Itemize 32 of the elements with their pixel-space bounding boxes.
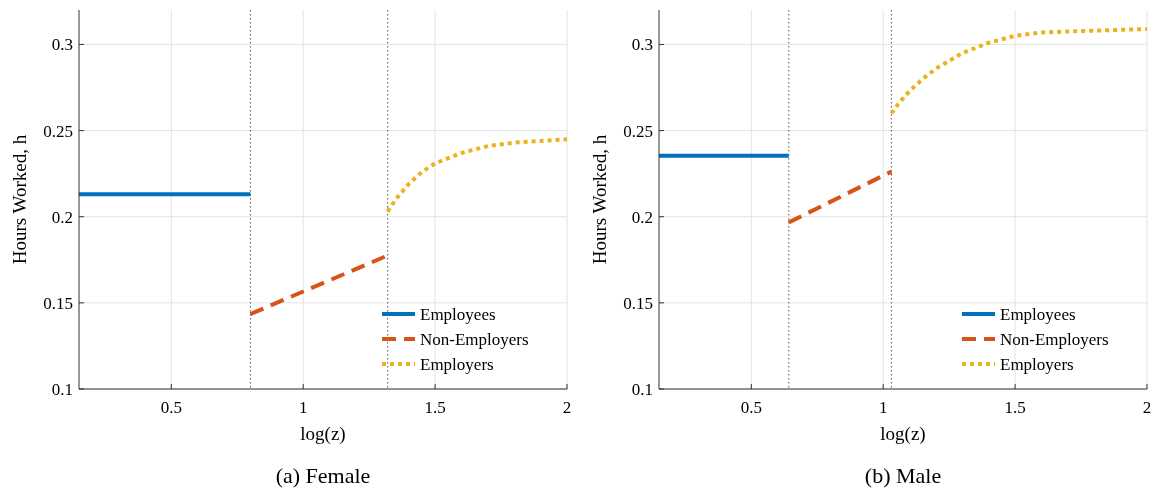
y-tick-label: 0.3 [631,35,653,55]
x-tick-label: 1 [298,398,308,417]
legend-label: Non-Employers [420,329,529,349]
x-axis-title: log(z) [880,423,926,445]
x-tick-label: 1.5 [424,398,446,417]
legend-label: Employees [1000,304,1076,324]
line-series [385,137,569,214]
y-axis-title: Hours Worked, h [589,134,610,265]
line-series [889,26,1149,116]
y-tick-label: 0.25 [623,121,653,141]
legend-label: Non-Employers [1000,329,1109,349]
x-tick-label: 1.5 [1004,398,1026,417]
legend-label: Employers [1000,354,1074,374]
x-tick-label: 2 [1142,398,1152,417]
y-tick-label: 0.1 [631,379,653,399]
y-tick-label: 0.15 [623,293,653,313]
y-tick-label: 0.15 [43,293,73,313]
x-tick-label: 0.5 [160,398,182,417]
x-tick-label: 1 [878,398,888,417]
y-tick-label: 0.3 [51,35,73,55]
y-tick-label: 0.25 [43,121,73,141]
x-axis-title: log(z) [300,423,346,445]
y-tick-label: 0.2 [51,207,73,227]
text: (a) Female [275,463,371,488]
x-tick-label: 2 [562,398,572,417]
legend-label: Employers [420,354,494,374]
x-tick-label: 0.5 [740,398,762,417]
text: (b) Male [864,463,942,488]
y-tick-label: 0.2 [631,207,653,227]
legend-label: Employees [420,304,496,324]
y-axis-title: Hours Worked, h [9,134,30,265]
y-tick-label: 0.1 [51,379,73,399]
